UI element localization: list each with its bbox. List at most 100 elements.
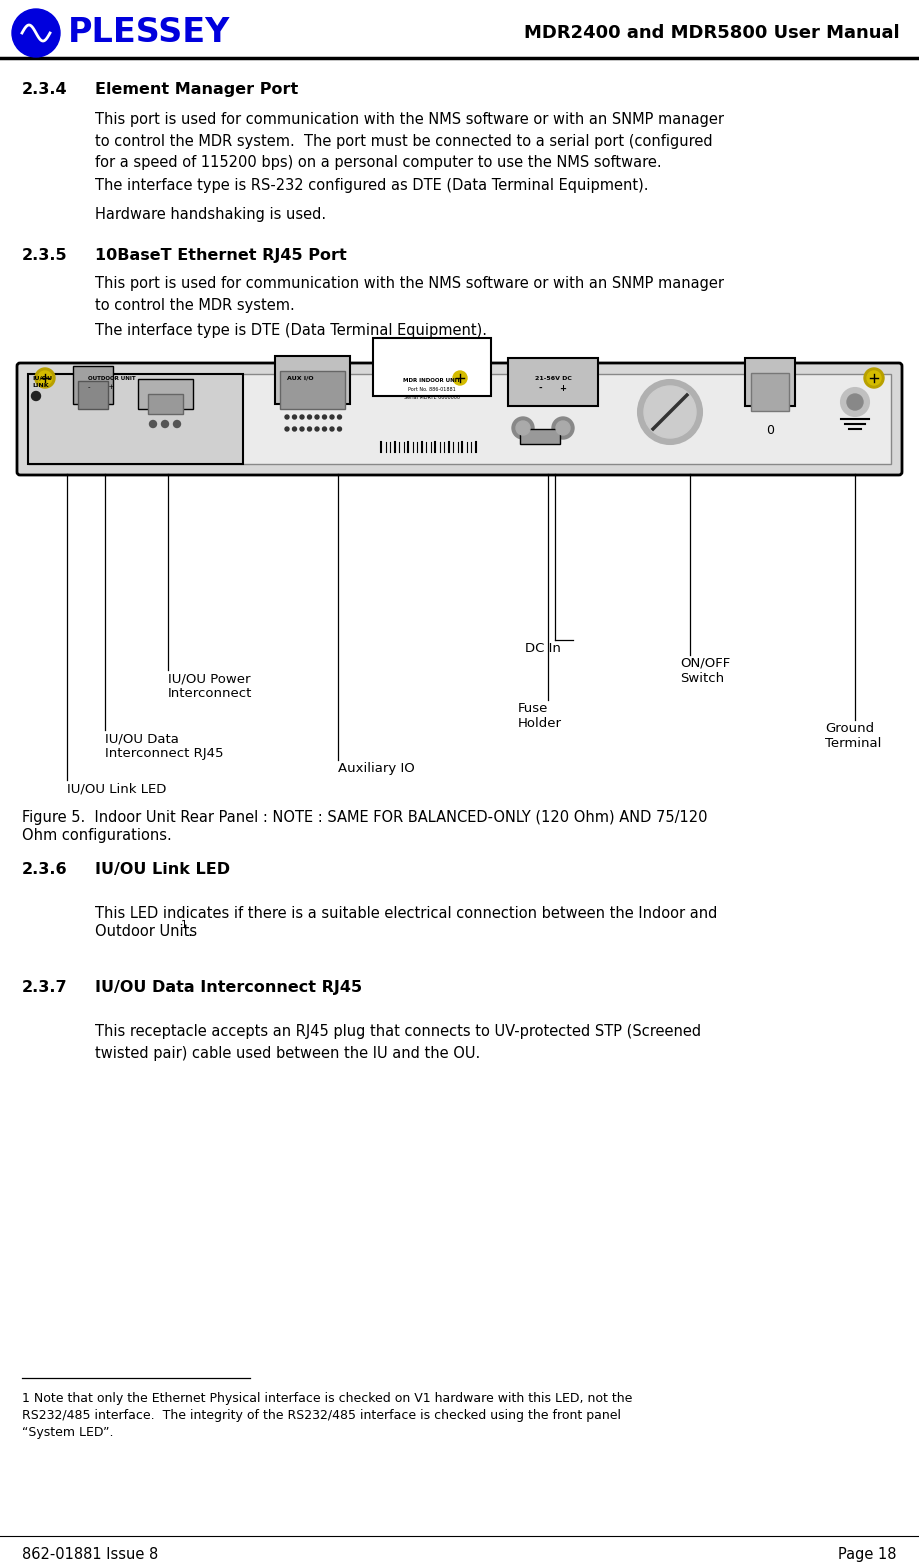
- Circle shape: [35, 368, 55, 389]
- Text: LINK: LINK: [32, 382, 49, 389]
- Text: IU/OU Link LED: IU/OU Link LED: [67, 782, 166, 794]
- Text: ON/OFF: ON/OFF: [680, 657, 731, 671]
- Text: 2.3.7: 2.3.7: [22, 979, 68, 995]
- Circle shape: [162, 420, 168, 428]
- Text: Outdoor Units: Outdoor Units: [95, 925, 197, 939]
- Bar: [148, 393, 183, 414]
- Text: IU/OU: IU/OU: [32, 376, 52, 381]
- Bar: [751, 373, 789, 411]
- Circle shape: [638, 381, 702, 443]
- Circle shape: [308, 415, 312, 418]
- Bar: [73, 367, 113, 404]
- Circle shape: [337, 426, 342, 431]
- Bar: [28, 375, 243, 464]
- Bar: [280, 371, 345, 409]
- Circle shape: [330, 426, 334, 431]
- Text: Fuse: Fuse: [518, 702, 549, 715]
- Circle shape: [315, 415, 319, 418]
- Circle shape: [300, 415, 304, 418]
- Circle shape: [512, 417, 534, 439]
- Text: Interconnect: Interconnect: [168, 686, 253, 700]
- Circle shape: [847, 393, 863, 411]
- Text: +: +: [560, 384, 566, 393]
- Circle shape: [12, 9, 60, 56]
- Bar: [28, 375, 891, 464]
- Text: Ohm configurations.: Ohm configurations.: [22, 827, 172, 843]
- Circle shape: [150, 420, 156, 428]
- Text: -: -: [539, 384, 542, 393]
- Text: 1: 1: [181, 920, 187, 929]
- Circle shape: [315, 426, 319, 431]
- Text: MDR INDOOR UNIT: MDR INDOOR UNIT: [403, 378, 460, 382]
- Text: PLESSEY: PLESSEY: [68, 17, 231, 50]
- Circle shape: [285, 426, 289, 431]
- Circle shape: [330, 415, 334, 418]
- Bar: [508, 357, 598, 406]
- Circle shape: [337, 415, 342, 418]
- Text: The interface type is DTE (Data Terminal Equipment).: The interface type is DTE (Data Terminal…: [95, 323, 487, 338]
- Text: Terminal: Terminal: [825, 736, 881, 751]
- Circle shape: [516, 422, 530, 436]
- Text: IU/OU Link LED: IU/OU Link LED: [95, 862, 230, 878]
- Text: 2.3.6: 2.3.6: [22, 862, 68, 878]
- Text: This port is used for communication with the NMS software or with an SNMP manage: This port is used for communication with…: [95, 276, 724, 312]
- Text: RS232/485 interface.  The integrity of the RS232/485 interface is checked using : RS232/485 interface. The integrity of th…: [22, 1409, 621, 1421]
- Circle shape: [174, 420, 180, 428]
- Text: OUTDOOR UNIT: OUTDOOR UNIT: [88, 376, 136, 381]
- Text: IU/OU Data: IU/OU Data: [105, 732, 179, 744]
- Circle shape: [308, 426, 312, 431]
- Text: 0: 0: [766, 423, 774, 437]
- Text: Interconnect RJ45: Interconnect RJ45: [105, 747, 223, 760]
- Text: -        +: - +: [88, 384, 114, 390]
- Circle shape: [300, 426, 304, 431]
- Circle shape: [38, 371, 52, 385]
- Circle shape: [867, 371, 881, 385]
- Text: Element Manager Port: Element Manager Port: [95, 81, 299, 97]
- Text: 1 Note that only the Ethernet Physical interface is checked on V1 hardware with : 1 Note that only the Ethernet Physical i…: [22, 1391, 632, 1406]
- Circle shape: [644, 385, 696, 439]
- Text: 2.3.4: 2.3.4: [22, 81, 68, 97]
- Text: This LED indicates if there is a suitable electrical connection between the Indo: This LED indicates if there is a suitabl…: [95, 906, 718, 921]
- Text: The interface type is RS-232 configured as DTE (Data Terminal Equipment).: The interface type is RS-232 configured …: [95, 179, 649, 193]
- Text: 10BaseT Ethernet RJ45 Port: 10BaseT Ethernet RJ45 Port: [95, 248, 346, 263]
- Text: DC In: DC In: [525, 642, 561, 655]
- Text: 862-01881 Issue 8: 862-01881 Issue 8: [22, 1547, 158, 1562]
- Text: Serial MDRTE 0000000: Serial MDRTE 0000000: [404, 395, 460, 400]
- Text: Auxiliary IO: Auxiliary IO: [338, 762, 414, 776]
- Bar: [373, 338, 491, 396]
- Circle shape: [292, 415, 297, 418]
- Bar: [78, 381, 108, 409]
- Text: IU/OU Power: IU/OU Power: [168, 672, 251, 685]
- Circle shape: [323, 415, 326, 418]
- Text: 21-56V DC: 21-56V DC: [535, 376, 572, 381]
- Bar: [138, 379, 193, 409]
- Text: Port No. 886-01881: Port No. 886-01881: [408, 387, 456, 392]
- Text: This receptacle accepts an RJ45 plug that connects to UV-protected STP (Screened: This receptacle accepts an RJ45 plug tha…: [95, 1023, 701, 1061]
- Bar: [275, 356, 350, 404]
- Circle shape: [864, 368, 884, 389]
- Circle shape: [453, 371, 467, 385]
- Text: 2.3.5: 2.3.5: [22, 248, 68, 263]
- Circle shape: [285, 415, 289, 418]
- Circle shape: [31, 392, 40, 401]
- Text: Hardware handshaking is used.: Hardware handshaking is used.: [95, 207, 326, 223]
- Text: This port is used for communication with the NMS software or with an SNMP manage: This port is used for communication with…: [95, 111, 724, 171]
- Circle shape: [450, 368, 470, 389]
- Text: Page 18: Page 18: [838, 1547, 897, 1562]
- Text: IU/OU Data Interconnect RJ45: IU/OU Data Interconnect RJ45: [95, 979, 362, 995]
- Text: “System LED”.: “System LED”.: [22, 1426, 114, 1439]
- Circle shape: [841, 389, 869, 415]
- Text: .: .: [187, 925, 192, 939]
- Bar: [520, 429, 560, 443]
- Text: Ground: Ground: [825, 722, 874, 735]
- FancyBboxPatch shape: [17, 364, 902, 475]
- Text: Holder: Holder: [518, 718, 562, 730]
- Circle shape: [556, 422, 570, 436]
- Text: AUX I/O: AUX I/O: [287, 376, 313, 381]
- Bar: [745, 357, 795, 406]
- Circle shape: [292, 426, 297, 431]
- Text: Figure 5.  Indoor Unit Rear Panel : NOTE : SAME FOR BALANCED-ONLY (120 Ohm) AND : Figure 5. Indoor Unit Rear Panel : NOTE …: [22, 810, 708, 824]
- Text: Switch: Switch: [680, 672, 724, 685]
- Circle shape: [552, 417, 574, 439]
- Text: MDR2400 and MDR5800 User Manual: MDR2400 and MDR5800 User Manual: [525, 24, 900, 42]
